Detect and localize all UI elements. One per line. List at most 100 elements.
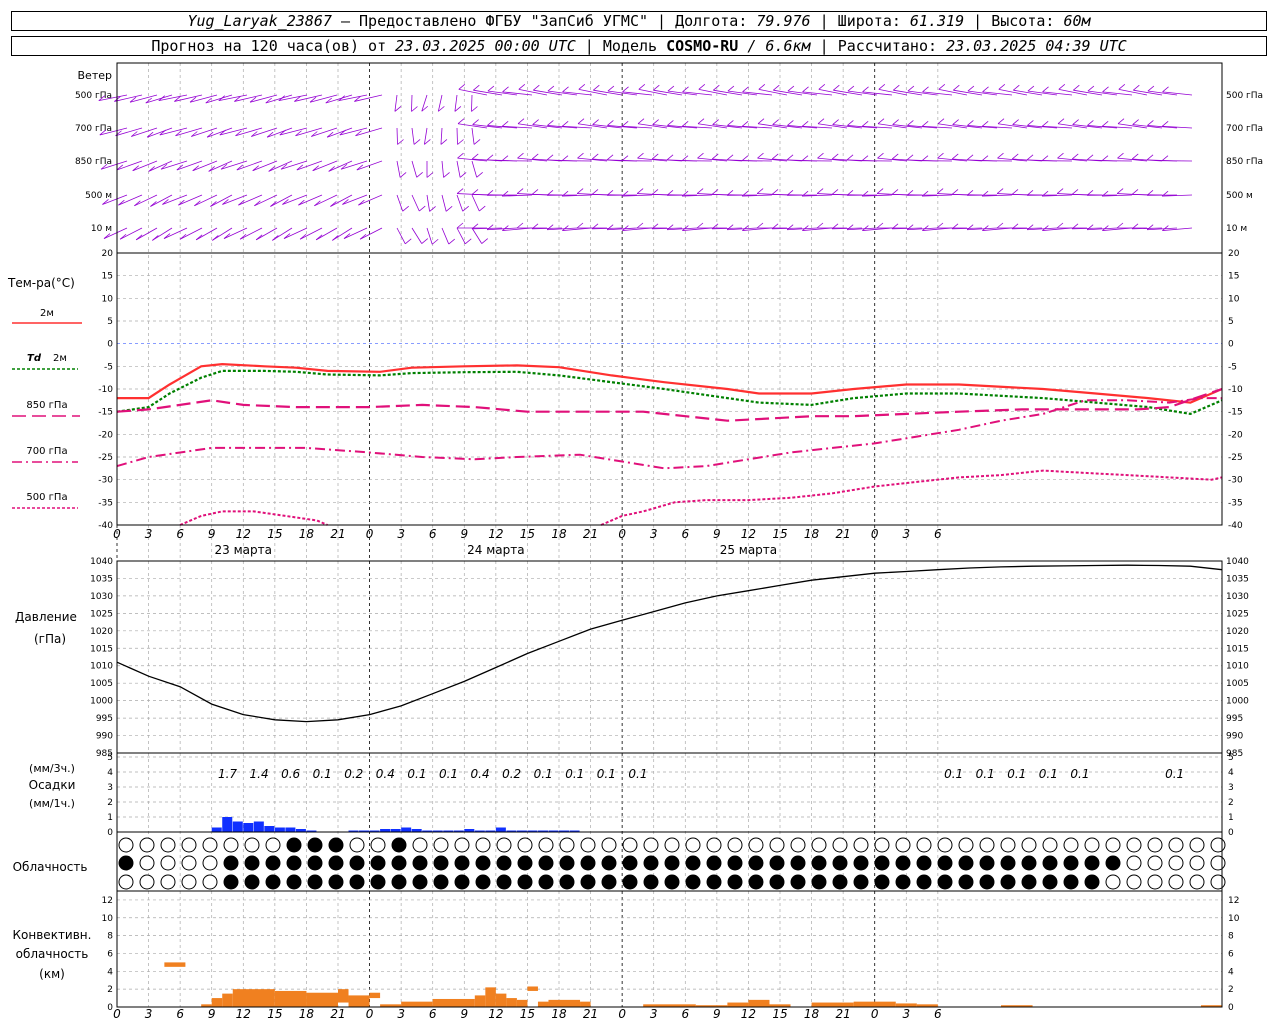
pressure-ytick-right: 1015 xyxy=(1226,644,1249,654)
pressure-ytick-right: 990 xyxy=(1226,732,1243,742)
wind-barb-feather xyxy=(726,154,734,161)
wind-barb xyxy=(713,89,743,96)
wind-barb-feather xyxy=(1147,120,1154,126)
x-tick-label: 9 xyxy=(208,1007,216,1021)
wind-barb xyxy=(222,194,248,205)
wind-barb-feather xyxy=(146,131,154,138)
wind-barb xyxy=(272,227,293,241)
wind-barb-feather xyxy=(1042,86,1049,93)
wind-barb-feather xyxy=(255,234,263,241)
wind-barb xyxy=(338,94,368,102)
conv-title-2: облачность xyxy=(16,947,89,961)
wind-barb-feather xyxy=(272,235,279,241)
cloud-cover-circle xyxy=(727,855,743,871)
pressure-line xyxy=(116,564,1223,723)
wind-barb-feather xyxy=(1146,189,1154,196)
precip-bar xyxy=(295,829,306,832)
wind-barb-feather xyxy=(1011,223,1019,230)
wind-barb xyxy=(150,194,173,207)
wind-barb xyxy=(458,88,488,96)
conv-bar xyxy=(338,989,349,1003)
cloud-cover-circle xyxy=(391,855,407,871)
wind-barb-feather xyxy=(1026,189,1034,196)
pressure-ytick-left: 1035 xyxy=(90,574,113,584)
x-tick-label: 18 xyxy=(551,1007,567,1021)
wind-barb-feather xyxy=(456,222,464,229)
cloud-cover-circle xyxy=(853,837,869,853)
provider: — Предоставлено ФГБУ "ЗапСиб УГМС" xyxy=(340,12,649,30)
wind-barb-feather xyxy=(561,155,569,162)
precip-bar xyxy=(474,830,485,832)
cloud-cover-circle xyxy=(433,855,449,871)
cloud-cover-circle xyxy=(412,837,428,853)
cloud-cover-circle xyxy=(1168,837,1184,853)
conv-bar xyxy=(1200,1005,1222,1007)
wind-barb xyxy=(359,227,383,240)
cloud-cover-circle xyxy=(622,855,638,871)
wind-barb-feather xyxy=(892,119,899,125)
wind-barb xyxy=(562,125,593,129)
cloud-cover-circle xyxy=(1021,855,1037,871)
cloud-cover-circle xyxy=(727,874,743,890)
temp-ytick-left: -10 xyxy=(98,385,113,395)
wind-barb-feather xyxy=(833,84,840,91)
cloud-cover-circle xyxy=(1084,855,1100,871)
wind-barb-feather xyxy=(1056,188,1064,194)
wind-barb-feather xyxy=(681,155,689,162)
temp-ytick-right: 5 xyxy=(1228,317,1234,327)
cloud-cover-circle xyxy=(1126,874,1142,890)
wind-barb xyxy=(773,89,803,96)
wind-level-labels: 500 гПа 500 гПа 700 гПа 700 гПа 850 гПа 850 г… xyxy=(75,91,1263,234)
x-tick-label: 6 xyxy=(681,1007,689,1021)
conv-bar xyxy=(306,992,338,1007)
precip-ytick-left: 2 xyxy=(107,798,113,808)
wind-barb-feather xyxy=(786,189,794,196)
wind-barb xyxy=(326,127,353,138)
precip-1h-unit: (мм/1ч.) xyxy=(29,797,75,810)
lon-value: 79.976 xyxy=(756,12,811,30)
wind-barb-feather xyxy=(697,152,704,159)
wind-barb xyxy=(1102,125,1133,129)
wind-barb xyxy=(279,127,308,136)
cloud-cover-circle xyxy=(601,855,617,871)
wind-barb-feather xyxy=(757,118,765,125)
wind-barb xyxy=(456,194,464,212)
cloud-cover-circle xyxy=(853,874,869,890)
wind-barb-feather xyxy=(1101,190,1109,197)
conv-bar xyxy=(474,995,486,1007)
conv-bar xyxy=(164,962,186,967)
wind-barb xyxy=(456,127,458,145)
wind-barb xyxy=(862,125,893,129)
wind-barb xyxy=(174,94,203,102)
wind-barb xyxy=(622,194,653,197)
precip-bar xyxy=(495,827,506,832)
conv-bar xyxy=(274,990,307,1007)
wind-barb xyxy=(742,91,773,96)
cloud-cover-circle xyxy=(790,874,806,890)
temp-ytick-left: -20 xyxy=(98,430,113,440)
wind-barb-feather xyxy=(1026,154,1034,161)
wind-barb xyxy=(210,194,233,207)
cloud-cover-circle xyxy=(160,855,176,871)
wind-barb xyxy=(131,127,158,137)
temp-ytick-right: -40 xyxy=(1228,521,1243,531)
wind-barb xyxy=(622,91,653,96)
wind-barb xyxy=(311,127,338,137)
wind-barb-feather xyxy=(454,106,462,112)
wind-barb xyxy=(1087,227,1118,231)
panel-frame-press xyxy=(116,560,1223,754)
wind-barb xyxy=(411,227,423,244)
cloud-cover-circle xyxy=(433,874,449,890)
cloud-cover-circle xyxy=(1168,874,1184,890)
wind-barb xyxy=(922,227,953,231)
wind-barb-feather xyxy=(502,86,509,93)
conv-bar xyxy=(401,1001,433,1007)
wind-barb-feather xyxy=(561,190,569,197)
wind-barb-feather xyxy=(150,201,157,207)
wind-barb xyxy=(456,227,466,245)
cloud-cover-circle xyxy=(1000,837,1016,853)
wind-barb-feather xyxy=(1102,225,1109,231)
precip-3h-value: 0.1 xyxy=(565,767,584,781)
wind-barb-feather xyxy=(771,153,779,160)
wind-barb-feather xyxy=(966,154,974,161)
